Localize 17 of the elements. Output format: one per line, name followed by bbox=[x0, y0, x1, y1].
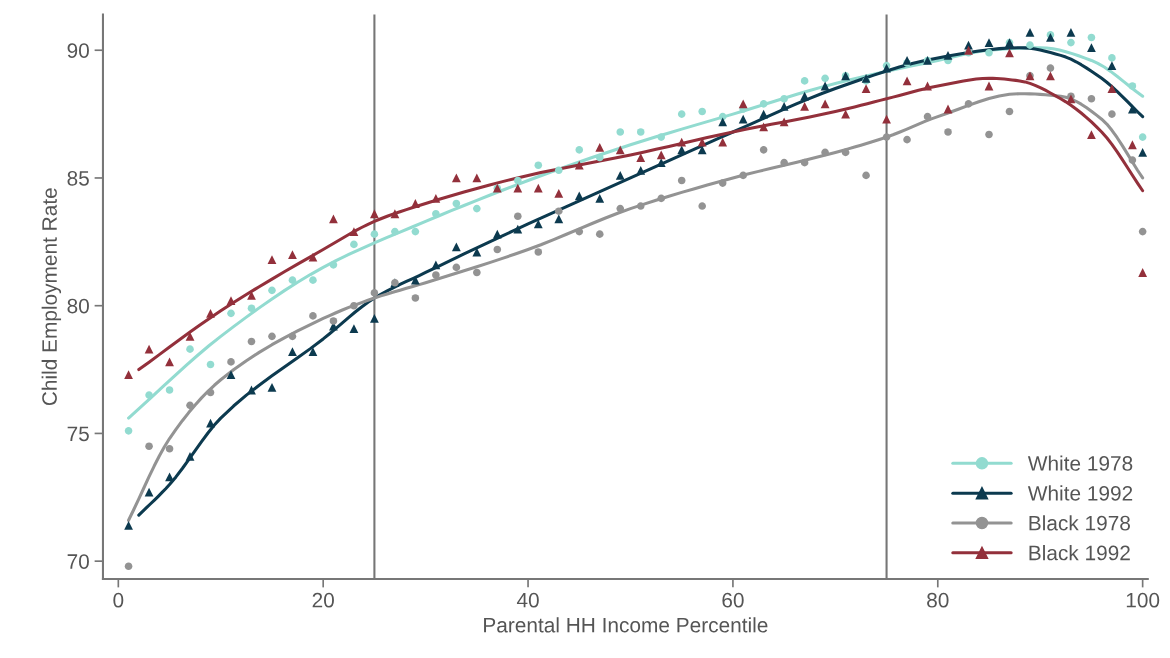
x-axis-title: Parental HH Income Percentile bbox=[484, 617, 768, 633]
legend-label: White 1978 bbox=[1027, 455, 1133, 471]
legend-label: Black 1992 bbox=[1029, 545, 1130, 561]
y-tick-label: 90 bbox=[67, 43, 89, 58]
x-tick-label: 20 bbox=[312, 592, 334, 608]
y-tick-label: 75 bbox=[67, 426, 89, 442]
legend-label: White 1992 bbox=[1027, 485, 1133, 501]
x-tick-label: 40 bbox=[516, 592, 539, 608]
x-tick-label: 60 bbox=[722, 592, 744, 608]
x-tick-label: 80 bbox=[927, 592, 949, 608]
y-tick-label: 85 bbox=[67, 170, 89, 186]
y-tick-label: 80 bbox=[67, 298, 89, 314]
x-tick-label: 100 bbox=[1126, 592, 1160, 608]
legend-label: Black 1978 bbox=[1029, 515, 1130, 531]
y-tick-label: 70 bbox=[67, 554, 89, 569]
y-axis-title: Child Employment Rate bbox=[41, 188, 62, 406]
x-tick-label: 0 bbox=[113, 592, 124, 608]
